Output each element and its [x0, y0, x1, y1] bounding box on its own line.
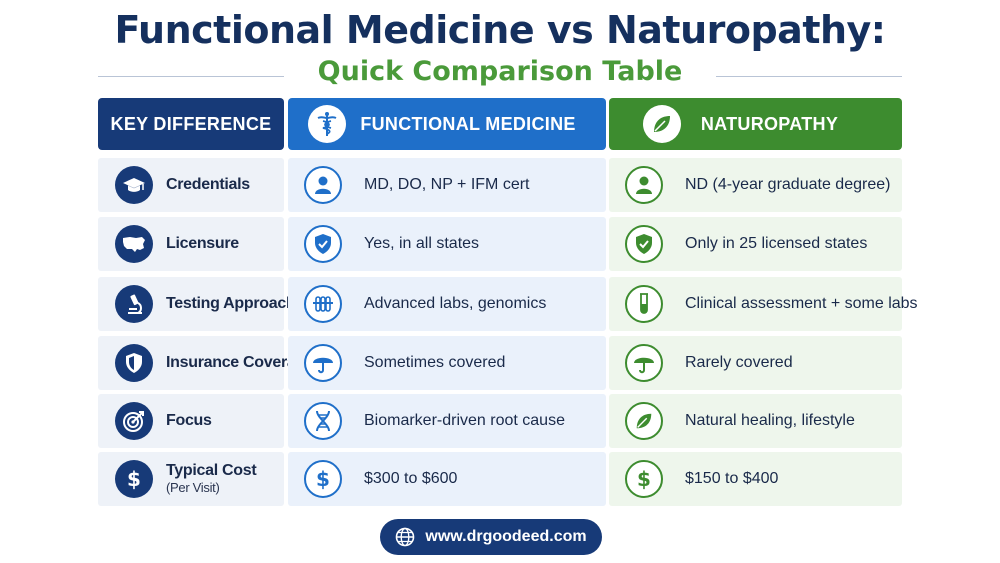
row-functional-text: Advanced labs, genomics	[364, 295, 547, 312]
row-naturopathy-text: Natural healing, lifestyle	[685, 412, 855, 429]
leaf-icon	[625, 402, 663, 440]
row-naturopathy-cell: Clinical assessment + some labs	[609, 277, 918, 331]
row-naturopathy-cell: Rarely covered	[609, 336, 902, 390]
row-functional-text: MD, DO, NP + IFM cert	[364, 176, 530, 193]
row-naturopathy-text: Clinical assessment + some labs	[685, 295, 918, 312]
row-key-label: Typical Cost (Per Visit)	[166, 462, 257, 495]
person-icon	[625, 166, 663, 204]
row-functional-cell: MD, DO, NP + IFM cert	[288, 158, 606, 212]
row-key-cell: Credentials	[98, 158, 284, 212]
dollar-icon: $	[115, 460, 153, 498]
umbrella-icon	[625, 344, 663, 382]
header-functional-label: FUNCTIONAL MEDICINE	[360, 113, 576, 134]
target-icon	[115, 402, 153, 440]
umbrella-icon	[304, 344, 342, 382]
usa-map-icon	[115, 225, 153, 263]
row-naturopathy-cell: Only in 25 licensed states	[609, 217, 902, 271]
shield-check-icon	[304, 225, 342, 263]
row-naturopathy-cell: $ $150 to $400	[609, 452, 902, 506]
header-key-label: KEY DIFFERENCE	[110, 113, 272, 134]
row-key-label: Licensure	[166, 234, 239, 252]
table-row: Licensure Yes, in all states Only in 25 …	[98, 217, 902, 271]
shield-icon	[115, 344, 153, 382]
row-key-cell: $ Typical Cost (Per Visit)	[98, 452, 284, 506]
shield-check-icon	[625, 225, 663, 263]
row-functional-cell: Sometimes covered	[288, 336, 606, 390]
header-key-difference: KEY DIFFERENCE	[98, 98, 284, 150]
row-naturopathy-text: Only in 25 licensed states	[685, 235, 868, 252]
table-row: $ Typical Cost (Per Visit) $ $300 to $60…	[98, 452, 902, 506]
test-tubes-icon	[304, 285, 342, 323]
svg-text:$: $	[316, 467, 330, 491]
row-functional-cell: Biomarker-driven root cause	[288, 394, 606, 448]
row-functional-text: Sometimes covered	[364, 354, 506, 371]
row-key-cell: Licensure	[98, 217, 284, 271]
graduation-cap-icon	[115, 166, 153, 204]
title-divider-left	[98, 76, 284, 77]
row-functional-text: $300 to $600	[364, 470, 458, 487]
website-link[interactable]: www.drgoodeed.com	[380, 519, 602, 555]
row-naturopathy-text: ND (4-year graduate degree)	[685, 176, 891, 193]
dollar-icon: $	[304, 460, 342, 498]
globe-icon	[395, 527, 415, 547]
row-naturopathy-cell: Natural healing, lifestyle	[609, 394, 902, 448]
svg-text:$: $	[637, 467, 651, 491]
row-key-subtitle: (Per Visit)	[166, 479, 220, 495]
dollar-icon: $	[625, 460, 663, 498]
row-functional-text: Biomarker-driven root cause	[364, 412, 565, 429]
microscope-icon	[115, 285, 153, 323]
row-functional-cell: Advanced labs, genomics	[288, 277, 606, 331]
table-row: Testing Approach Advanced labs, genomics…	[98, 277, 918, 331]
row-key-label: Insurance Coverage	[166, 353, 314, 371]
table-row: Credentials MD, DO, NP + IFM cert ND (4-…	[98, 158, 902, 212]
leaf-icon	[642, 105, 681, 143]
person-icon	[304, 166, 342, 204]
row-naturopathy-text: $150 to $400	[685, 470, 779, 487]
page-subtitle: Quick Comparison Table	[317, 56, 683, 87]
row-key-cell: Insurance Coverage	[98, 336, 314, 390]
page-title: Functional Medicine vs Naturopathy:	[114, 8, 886, 52]
row-naturopathy-cell: ND (4-year graduate degree)	[609, 158, 902, 212]
row-key-cell: Focus	[98, 394, 284, 448]
row-key-label: Credentials	[166, 175, 250, 193]
dna-icon	[304, 402, 342, 440]
svg-text:$: $	[127, 467, 141, 491]
row-functional-cell: Yes, in all states	[288, 217, 606, 271]
title-divider-right	[716, 76, 902, 77]
row-key-cell: Testing Approach	[98, 277, 296, 331]
table-row: Insurance Coverage Sometimes covered Rar…	[98, 336, 902, 390]
website-url: www.drgoodeed.com	[425, 528, 587, 545]
row-functional-text: Yes, in all states	[364, 235, 480, 252]
header-naturopathy: NATUROPATHY	[609, 98, 902, 150]
header-functional-medicine: FUNCTIONAL MEDICINE	[288, 98, 606, 150]
caduceus-icon	[308, 105, 347, 143]
row-key-title: Typical Cost	[166, 462, 257, 480]
row-naturopathy-text: Rarely covered	[685, 354, 793, 371]
test-tube-icon	[625, 285, 663, 323]
header-naturopathy-label: NATUROPATHY	[700, 113, 839, 134]
row-functional-cell: $ $300 to $600	[288, 452, 606, 506]
row-key-label: Focus	[166, 411, 212, 429]
table-row: Focus Biomarker-driven root cause Natura…	[98, 394, 902, 448]
row-key-label: Testing Approach	[166, 294, 296, 312]
